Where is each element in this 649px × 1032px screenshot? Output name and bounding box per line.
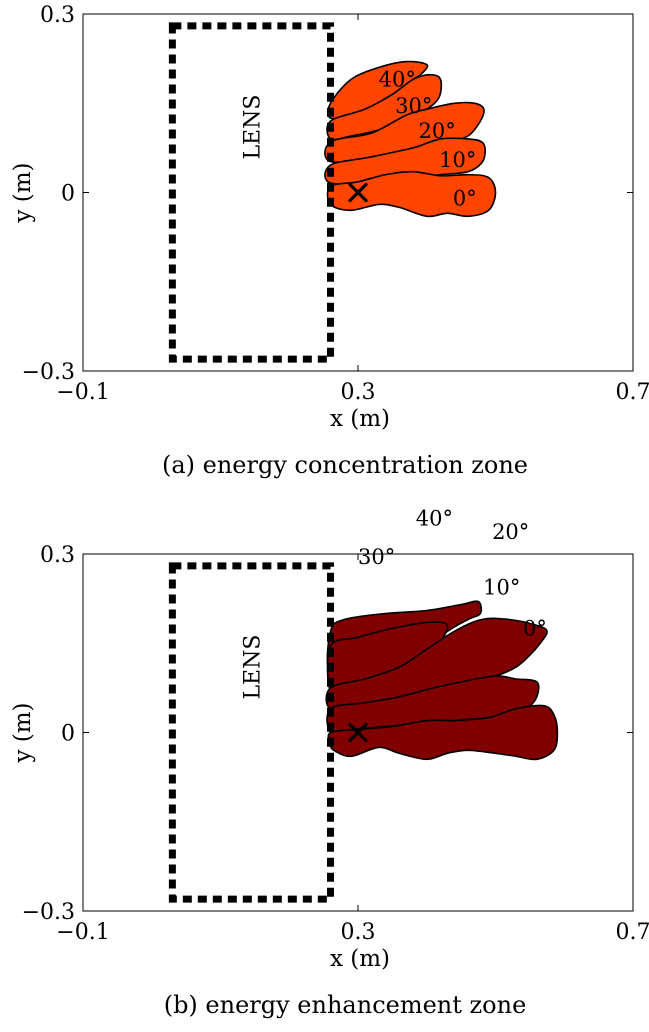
panel-a-zone-shapes (324, 60, 497, 218)
panel-a-xtick-left: −0.1 (56, 380, 109, 405)
panel-b-label-0deg: 0° (523, 616, 547, 640)
panel-a-ylabel: y (m) (10, 162, 36, 223)
panel-a-label-0deg: 0° (453, 186, 477, 210)
panel-a-caption: (a) energy concentration zone (162, 451, 528, 479)
panel-b-focus-x-mark (348, 722, 368, 743)
panel-a-label-10deg: 10° (439, 148, 476, 172)
panel-b-xlabel: x (m) (330, 946, 390, 972)
panel-b-angle-labels: 40° 30° 20° 10°0° (358, 506, 547, 640)
panel-b-xtick-right: 0.7 (616, 920, 649, 945)
panel-a-label-20deg: 20° (419, 119, 456, 143)
panel-b-xtick-left: −0.1 (56, 920, 109, 945)
panel-a-zone-30deg (326, 73, 443, 141)
panel-b-xtick-mid: 0.3 (341, 920, 376, 945)
panel-a-lens (168, 22, 334, 363)
panel-a-xtick-mid: 0.3 (341, 380, 376, 405)
panel-b-ytick-top: 0.3 (40, 543, 75, 568)
panel-b-tick-marks (82, 553, 634, 912)
panel-a-ytick-top: 0.3 (40, 3, 75, 28)
panel-b-zone-0deg (327, 704, 559, 761)
panel-a-lens-label: LENS (240, 95, 265, 160)
panel-b-ytick-bottom: −0.3 (22, 900, 75, 925)
panel-b-lens-box (168, 562, 334, 903)
panel-a-tick-marks (82, 13, 634, 372)
panel-b-zone-shapes (325, 600, 559, 761)
panel-a-angle-labels: 40° 30°20° 10° 0° (379, 67, 477, 210)
panel-b-lens (168, 562, 334, 903)
panel-b-caption: (b) energy enhancement zone (164, 991, 527, 1019)
panel-b-ylabel: y (m) (10, 702, 36, 763)
panel-a-label-40deg: 40° (379, 67, 416, 91)
panel-a-zone-0deg (326, 170, 497, 218)
panel-a-ytick-bottom: −0.3 (22, 360, 75, 385)
panel-b-focus-marker (348, 722, 368, 743)
panel-b: LENS 40°30°20°10°0° 0.3 0 −0.3 −0.1 0.3 … (10, 506, 649, 1019)
panel-a-lens-box (168, 22, 334, 363)
panel-a-xtick-right: 0.7 (616, 380, 649, 405)
panel-a-label-30deg: 30° (395, 94, 432, 118)
panel-a-ytick-mid: 0 (61, 182, 75, 207)
panel-b-label-10deg: 10° (483, 575, 520, 599)
panel-b-label-40deg: 40° (416, 506, 453, 530)
panel-a: LENS 40°30°20°10°0° 0.3 0 −0.3 −0.1 0.3 … (10, 3, 649, 479)
panel-a-focus-marker (348, 182, 368, 203)
panel-a-xlabel: x (m) (330, 406, 390, 432)
panel-a-focus-x-mark (348, 182, 368, 203)
panel-b-lens-label: LENS (240, 635, 265, 700)
panel-b-ytick-mid: 0 (61, 722, 75, 747)
panel-b-label-20deg: 20° (492, 520, 529, 544)
panel-b-label-30deg: 30° (358, 545, 395, 569)
